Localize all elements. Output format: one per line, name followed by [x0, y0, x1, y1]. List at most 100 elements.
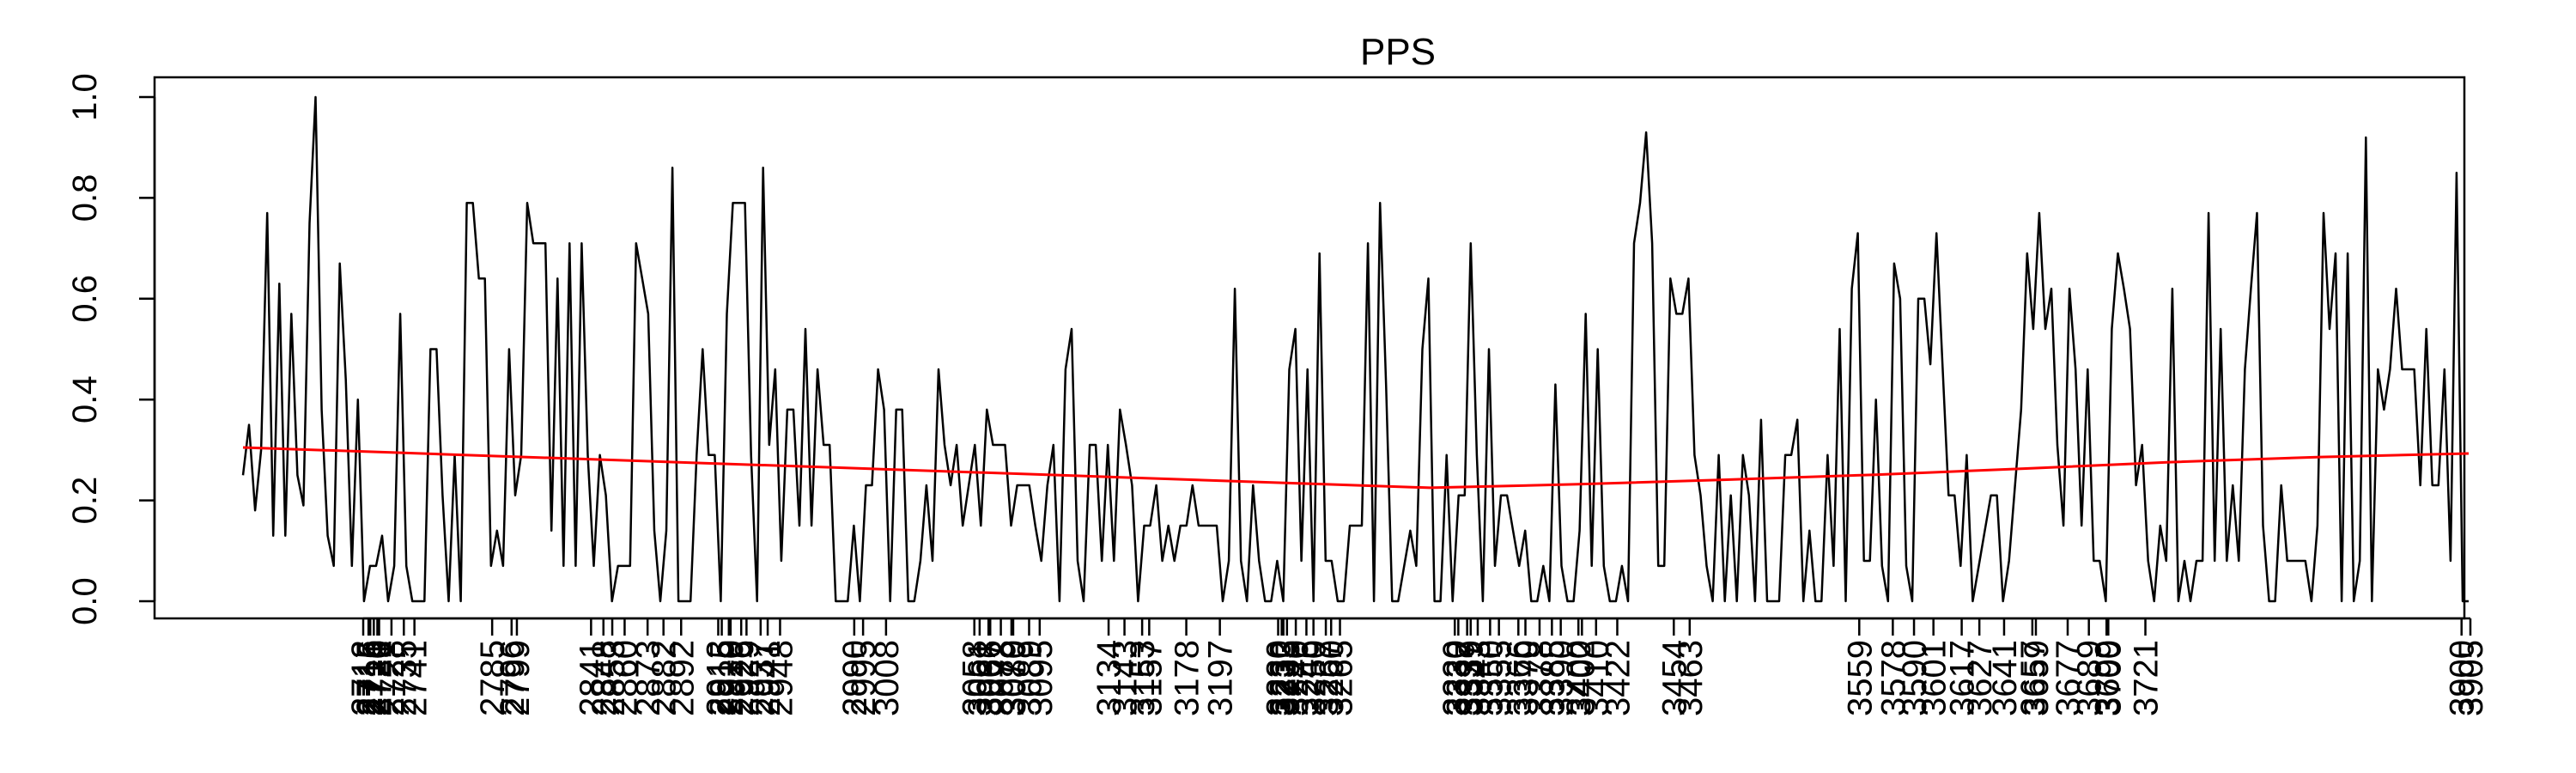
x-tick-label: 3073 [983, 640, 1021, 716]
x-tick-label: 2920 [713, 640, 750, 716]
x-tick-label: 3233 [1266, 640, 1303, 716]
x-tick-label: 3061 [962, 640, 999, 716]
x-tick-label: 2716 [352, 640, 390, 716]
x-tick-label: 2926 [723, 640, 761, 716]
x-tick-label: 3689 [2071, 640, 2109, 716]
x-tick-label: 3089 [1011, 640, 1048, 716]
x-tick-label: 3559 [1841, 640, 1879, 716]
x-tick-label: 3463 [1672, 640, 1710, 716]
x-tick-label: 3178 [1169, 640, 1206, 716]
x-tick-label: 2712 [345, 640, 383, 716]
x-tick-label: 3402 [1564, 640, 1601, 716]
x-tick-label: 3257 [1308, 640, 1346, 716]
x-tick-label: 2873 [629, 640, 667, 716]
x-tick-label: 3008 [868, 640, 906, 716]
x-tick-label: 2735 [386, 640, 423, 716]
y-tick-label: 0.2 [66, 477, 104, 525]
x-tick-label: 3627 [1961, 640, 1999, 716]
x-tick-label: 3422 [1599, 640, 1637, 716]
y-tick-label: 0.6 [66, 275, 104, 323]
x-tick-label: 2990 [836, 640, 874, 716]
x-tick-label: 3677 [2050, 640, 2087, 716]
y-tick-label: 0.0 [66, 577, 104, 625]
x-tick-label: 2929 [728, 640, 766, 716]
x-tick-label: 3905 [2452, 640, 2490, 716]
x-tick-label: 3657 [2014, 640, 2052, 716]
x-tick-label: 3721 [2128, 640, 2166, 716]
x-tick-label: 2718 [355, 640, 393, 716]
x-tick-label: 3157 [1131, 640, 1169, 716]
x-tick-label: 2919 [711, 640, 749, 716]
x-tick-label: 3617 [1944, 640, 1982, 716]
x-tick-label: 2785 [474, 640, 512, 716]
x-tick-label: 3641 [1986, 640, 2024, 716]
y-axis: 0.0 0.2 0.4 0.6 0.8 1.0 [66, 73, 156, 625]
x-tick-label: 3339 [1453, 640, 1491, 716]
x-tick-label: 2796 [494, 640, 532, 716]
x-tick-label: 3337 [1449, 640, 1487, 716]
x-tick-label: 3332 [1440, 640, 1478, 716]
x-tick-label: 3143 [1107, 640, 1145, 716]
x-tick-label: 3699 [2088, 640, 2126, 716]
x-tick-label: 3066 [970, 640, 1008, 716]
x-tick-label: 3900 [2444, 640, 2482, 716]
x-tick-label: 2841 [573, 640, 611, 716]
x-tick-label: 3230 [1261, 640, 1298, 716]
x-tick-label: 3197 [1202, 640, 1240, 716]
x-tick-label: 3079 [993, 640, 1031, 716]
x-tick-label: 3235 [1269, 640, 1307, 716]
x-tick-label: 3232 [1264, 640, 1302, 716]
x-tick-label: 3265 [1322, 640, 1360, 716]
x-tick-label: 3659 [2018, 640, 2056, 716]
x-tick-label: 2882 [646, 640, 683, 716]
x-tick-label: 2913 [700, 640, 738, 716]
x-tick-label: 2715 [350, 640, 388, 716]
x-tick-label: 3330 [1437, 640, 1474, 716]
x-tick-label: 2853 [594, 640, 632, 716]
x-tick-label: 3246 [1288, 640, 1326, 716]
x-tick-label: 2995 [845, 640, 883, 716]
x-tick-label: 3390 [1543, 640, 1581, 716]
x-tick-label: 3370 [1508, 640, 1546, 716]
x-tick-label: 3366 [1500, 640, 1538, 716]
x-tick-label: 3578 [1874, 640, 1912, 716]
x-tick-label: 2848 [586, 640, 623, 716]
x-tick-label: 2721 [361, 640, 399, 716]
x-tick-label: 3378 [1522, 640, 1559, 716]
plot-frame [153, 76, 2466, 620]
x-tick-label: 3080 [995, 640, 1033, 716]
x-tick-label: 2892 [663, 640, 701, 716]
x-tick-label: 2941 [750, 640, 787, 716]
x-tick-label: 3410 [1578, 640, 1616, 716]
x-tick-label: 3153 [1124, 640, 1162, 716]
x-tick-label: 3067 [972, 640, 1010, 716]
x-tick-label: 2799 [499, 640, 537, 716]
pps-series-line [241, 95, 2469, 603]
x-tick-label: 3134 [1091, 640, 1128, 716]
x-tick-label: 2948 [762, 640, 799, 716]
x-tick-label: 3454 [1656, 640, 1693, 716]
x-tick-label: 3700 [2090, 640, 2128, 716]
y-tick-label: 0.4 [66, 375, 104, 423]
x-tick-label: 2860 [606, 640, 644, 716]
x-tick-label: 3601 [1916, 640, 1953, 716]
x-tick-label: 3385 [1534, 640, 1571, 716]
x-tick-label: 3250 [1296, 640, 1334, 716]
x-tick-label: 3095 [1022, 640, 1060, 716]
trend-line [242, 446, 2470, 490]
x-tick-label: 3400 [1560, 640, 1598, 716]
x-tick-label: 2728 [374, 640, 411, 716]
x-tick-label: 2720 [359, 640, 397, 716]
x-tick-label: 3590 [1896, 640, 1934, 716]
x-tick-label: 2937 [743, 640, 781, 716]
x-tick-label: 3343 [1460, 640, 1498, 716]
x-tick-label: 2915 [704, 640, 742, 716]
x-tick-label: 3350 [1472, 640, 1510, 716]
x-tick-label: 3260 [1313, 640, 1351, 716]
y-tick-label: 1.0 [66, 73, 104, 121]
chart-title: PPS [1360, 31, 1436, 73]
x-tick-label: 3240 [1278, 640, 1315, 716]
x-tick-label: 3058 [957, 640, 994, 716]
